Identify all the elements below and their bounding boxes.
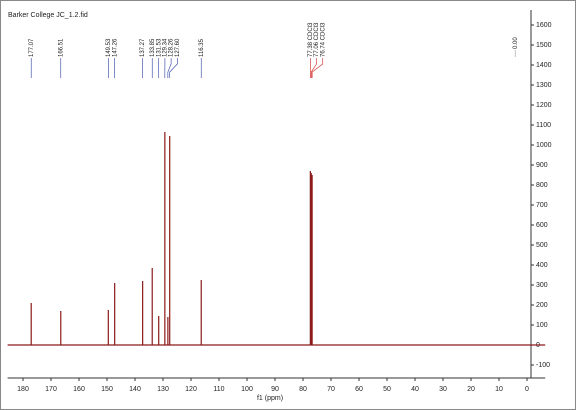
y-tick-label: 1600 (536, 22, 552, 29)
y-tick-label: 1500 (536, 42, 552, 49)
x-tick-label: 70 (327, 386, 335, 393)
x-tick-label: 150 (101, 386, 113, 393)
peak-label: 127.60 (175, 38, 181, 57)
x-tick-label: 10 (495, 386, 503, 393)
x-tick-label: 100 (241, 386, 253, 393)
y-tick-label: 1200 (536, 102, 552, 109)
x-tick-label: 90 (271, 386, 279, 393)
peak-label: 177.07 (29, 38, 35, 57)
peak-label: 137.27 (140, 38, 146, 57)
peak-label: 129.34 (162, 38, 168, 57)
x-tick-label: 170 (45, 386, 57, 393)
x-tick-label: 120 (185, 386, 197, 393)
peak-label: 76.74 CDCl3 (320, 22, 326, 57)
y-tick-label: 1100 (536, 122, 551, 129)
y-tick-label: 1300 (536, 82, 552, 89)
peak-label: 77.06 CDCl3 (314, 22, 320, 57)
reference-label: 0.00 (513, 37, 519, 49)
x-tick-label: 80 (299, 386, 307, 393)
peak-label-leader (169, 58, 178, 78)
x-tick-label: 110 (213, 386, 224, 393)
peak-label: 116.35 (199, 38, 205, 57)
chart-title: Barker College JC_1.2.fid (8, 12, 88, 19)
peak-label: 77.38 CDCl3 (308, 22, 314, 57)
peak-label: 147.26 (112, 38, 118, 57)
y-tick-label: 1400 (536, 62, 552, 69)
x-axis-label: f1 (ppm) (257, 395, 283, 402)
x-tick-label: 140 (129, 386, 141, 393)
y-tick-label: 800 (536, 182, 548, 189)
x-tick-label: 0 (525, 386, 529, 393)
x-tick-label: 20 (467, 386, 475, 393)
x-tick-label: 50 (383, 386, 391, 393)
peak-label: 133.85 (150, 38, 156, 57)
peak-label-leader (310, 58, 317, 78)
y-tick-label: 300 (536, 282, 548, 289)
peak-label: 166.51 (58, 38, 64, 57)
x-tick-label: 30 (439, 386, 447, 393)
peak-label: 149.53 (106, 38, 112, 57)
y-tick-label: 500 (536, 242, 548, 249)
x-tick-label: 160 (73, 386, 85, 393)
x-tick-label: 180 (17, 386, 29, 393)
peak-label: 131.53 (156, 38, 162, 57)
peak-label-leader (311, 58, 324, 78)
y-tick-label: 900 (536, 162, 548, 169)
y-tick-label: 1000 (536, 142, 552, 149)
peak-label: 128.26 (169, 38, 175, 57)
y-tick-label: 100 (536, 322, 548, 329)
y-tick-label: 700 (536, 202, 548, 209)
x-tick-label: 60 (355, 386, 363, 393)
y-tick-label: -100 (536, 362, 550, 369)
peak-label-leader (167, 58, 172, 78)
y-tick-label: 600 (536, 222, 548, 229)
y-tick-label: 400 (536, 262, 548, 269)
x-tick-label: 40 (411, 386, 419, 393)
y-tick-label: 200 (536, 302, 548, 309)
x-tick-label: 130 (157, 386, 169, 393)
